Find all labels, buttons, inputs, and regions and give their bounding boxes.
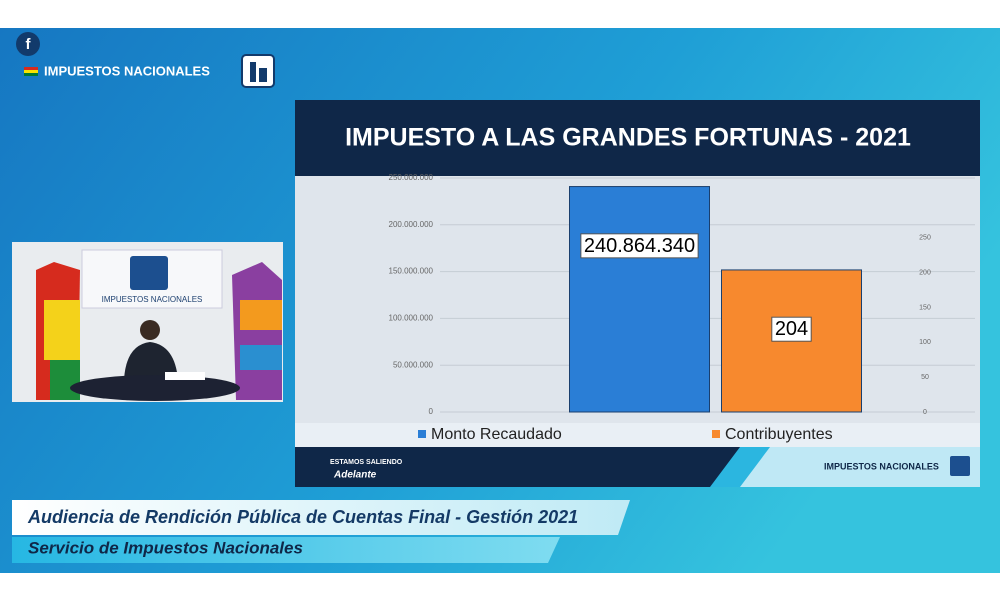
data-label-box [580,233,699,259]
logo [241,54,275,88]
legend [295,423,980,447]
person [140,320,160,340]
bar [569,186,710,413]
lower-third-subtitle: Servicio de Impuestos Nacionales [28,538,303,557]
wiphala [240,300,282,330]
chart-title: IMPUESTO A LAS GRANDES FORTUNAS - 2021 [345,124,911,152]
y2-tick-label: 0 [923,409,927,416]
lower-third-band [12,500,630,535]
y2-tick-label: 50 [921,374,929,381]
y-tick-label: 200.000.000 [389,220,434,229]
data-label: 240.864.340 [584,235,695,257]
facebook-letter: f [26,36,32,53]
flag [24,67,38,70]
wiphala [240,345,282,370]
bolivia-flag [50,360,80,400]
y2-tick-label: 150 [919,304,931,311]
bolivia-flag [44,300,80,360]
legend-swatch [712,430,720,438]
person [124,342,178,380]
table [70,375,240,401]
lower-third-title: Audiencia de Rendición Pública de Cuenta… [27,507,578,527]
title-bar [295,100,980,176]
y-tick-label: 250.000.000 [389,173,434,182]
slide-footer-right [730,447,980,487]
y2-tick-label: 200 [919,270,931,277]
lower-third-band [12,537,560,563]
plot: 0 50.000.000 100.000.000 150.000.000 200.000… [389,173,975,443]
brand: IMPUESTOS NACIONALES [44,63,210,78]
logo-mark [259,68,267,82]
y-tick-label: 50.000.000 [393,360,434,369]
y2-tick-label: 100 [919,339,931,346]
y-tick-label: 100.000.000 [389,314,434,323]
data-label-box [771,316,812,342]
y2-tick-label: 250 [919,235,931,242]
y-tick-label: 150.000.000 [389,267,434,276]
slogan: Adelante [333,470,377,481]
sign-text: IMPUESTOS NACIONALES [102,295,203,304]
papers [165,372,205,380]
sign-logo [130,256,168,290]
slide-footer-accent [710,447,770,487]
y-tick-label: 0 [429,407,434,416]
legend-label: Contribuyentes [725,426,833,443]
footer-brand: IMPUESTOS NACIONALES [824,461,939,471]
footer-logo [950,456,970,476]
wiphala [232,262,282,400]
data-label: 204 [775,318,808,340]
legend-label: Monto Recaudado [431,426,562,443]
slogan: ESTAMOS SALIENDO [330,459,403,466]
legend-swatch [418,430,426,438]
flag [24,73,38,76]
facebook-icon [16,32,40,56]
flag [24,70,38,73]
logo-mark [250,62,256,82]
